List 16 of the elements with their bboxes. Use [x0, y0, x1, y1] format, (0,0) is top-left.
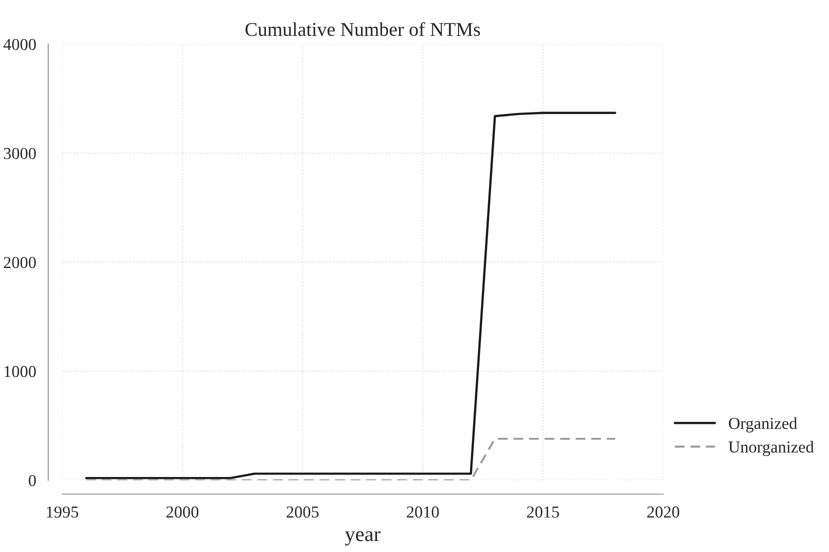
y-tick-label: 0 — [28, 474, 36, 486]
x-axis-title: year — [345, 531, 380, 546]
y-tick-label: 1000 — [4, 366, 36, 378]
x-tick-label: 2000 — [166, 506, 198, 518]
x-tick-label: 1995 — [46, 506, 78, 518]
chart-title: Cumulative Number of NTMs — [245, 22, 480, 36]
x-tick-label: 2005 — [286, 506, 319, 518]
x-tick-label: 2015 — [527, 506, 560, 518]
x-tick-label: 2020 — [647, 506, 680, 518]
y-tick-label: 3000 — [4, 148, 36, 160]
y-tick-label: 4000 — [3, 38, 36, 50]
y-tick-label: 2000 — [4, 256, 36, 268]
x-tick-label: 2010 — [406, 506, 439, 518]
legend-label: Organized — [728, 417, 798, 432]
line-series — [85, 112, 616, 480]
legend-label: Unorganized — [728, 440, 814, 456]
